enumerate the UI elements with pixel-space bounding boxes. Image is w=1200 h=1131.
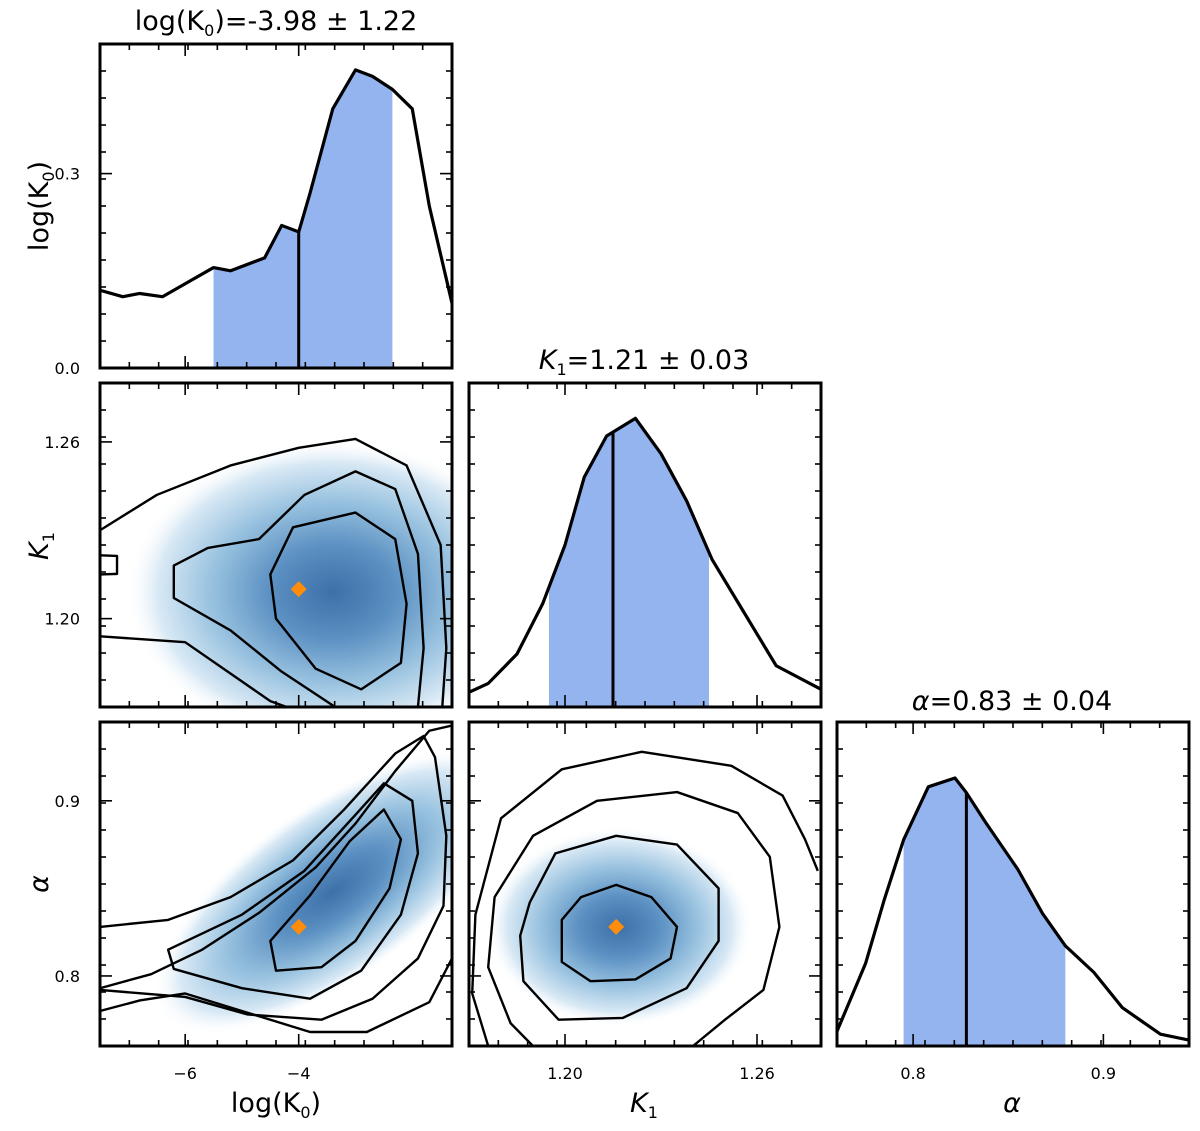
joint-logk0-alpha-y-tick-label: 0.9 (55, 792, 80, 811)
joint-logk0-k1-best-fit-marker (290, 581, 307, 598)
title-logk0-sub: 0 (204, 21, 214, 40)
joint-logk0-alpha-best-fit-marker (290, 918, 307, 935)
marginal-alpha-x-tick-label: 0.9 (1091, 1064, 1116, 1083)
title-k1: K1=1.21 ± 0.03 (539, 345, 750, 379)
joint-logk0-alpha-density (153, 749, 452, 1035)
joint-k1-alpha-x-tick-label: 1.26 (739, 1064, 775, 1083)
joint-logk0-alpha-x-tick-label: −4 (287, 1064, 311, 1083)
title-logk0-suffix: ) (214, 6, 225, 37)
ylabel-k1: K1 (24, 532, 58, 560)
ylabel-logk0-label: log(K (24, 180, 55, 251)
joint-k1-alpha-x-tick-label: 1.20 (547, 1064, 583, 1083)
ylabel-logk0-sub: 0 (39, 171, 58, 181)
joint-logk0-alpha-x-tick-label: −6 (173, 1064, 197, 1083)
xlabel-alpha: α (1003, 1088, 1021, 1119)
panels-layer: 0.0 0.3 1.20 1.26 −6 −4 0.8 0.9 1.20 1.26 0.8 0.9 (44, 42, 1191, 1083)
joint-logk0-k1-contour-4 (100, 554, 119, 576)
joint-k1-alpha-best-fit-marker (608, 918, 625, 935)
marginal-k1-frame (467, 381, 823, 709)
title-alpha-label: α (912, 686, 930, 717)
xlabel-k1-sub: 1 (648, 1103, 658, 1122)
joint-logk0-k1-y-tick-label: 1.26 (44, 433, 80, 452)
marginal-k1-density-curve (469, 416, 821, 694)
marginal-alpha-x-tick-labels: 0.8 0.9 (900, 1064, 1116, 1083)
marginal-logk0-density-curve (100, 68, 452, 304)
xlabel-k1: K1 (630, 1088, 658, 1122)
marginal-logk0-y-tick-label: 0.0 (55, 359, 80, 378)
joint-logk0-alpha-panel: −6 −4 0.8 0.9 (55, 720, 454, 1083)
joint-k1-alpha-plot-area (471, 750, 819, 1046)
xlabel-logk0: log(K0) (231, 1088, 321, 1122)
marginal-k1-credible-interval (549, 418, 709, 707)
joint-k1-alpha-frame (467, 720, 823, 1048)
ylabel-k1-label: K (24, 540, 55, 560)
joint-logk0-k1-density (126, 439, 452, 707)
xlabel-logk0-sub: 0 (300, 1103, 310, 1122)
marginal-logk0-plot-area (100, 68, 452, 368)
marginal-logk0-y-tick-label: 0.3 (55, 165, 80, 184)
ylabel-logk0-suffix: ) (24, 161, 55, 172)
title-logk0-label: log(K (135, 6, 206, 37)
marginal-alpha-credible-interval (903, 777, 1066, 1046)
ylabel-k1-sub: 1 (39, 532, 58, 542)
joint-k1-alpha-contour-3 (487, 790, 781, 1046)
joint-logk0-alpha-contour-1 (269, 808, 403, 972)
ylabel-alpha-label: α (24, 875, 55, 893)
joint-logk0-alpha-frame (98, 720, 454, 1048)
marginal-k1-panel (467, 381, 823, 709)
joint-logk0-k1-contour-2 (172, 470, 425, 707)
joint-logk0-alpha-plot-area (100, 724, 452, 1035)
marginal-alpha-plot-area (837, 776, 1189, 1046)
ylabel-alpha: α (24, 875, 55, 893)
title-k1-label: K (539, 345, 559, 376)
marginal-k1-plot-area (469, 416, 821, 707)
xlabel-logk0-label: log(K (231, 1088, 302, 1119)
title-k1-value: =1.21 ± 0.03 (567, 345, 750, 376)
ylabel-logk0: log(K0) (24, 161, 58, 251)
joint-logk0-alpha-contour-2 (166, 782, 420, 1000)
marginal-logk0-frame (98, 42, 454, 370)
joint-k1-alpha-contour-2 (519, 834, 720, 1021)
title-logk0-value: =-3.98 ± 1.22 (225, 6, 417, 37)
joint-logk0-k1-frame (98, 381, 454, 709)
xlabel-alpha-label: α (1003, 1088, 1021, 1119)
title-alpha-value: =0.83 ± 0.04 (930, 686, 1113, 717)
joint-logk0-alpha-y-tick-label: 0.8 (55, 967, 80, 986)
title-logk0: log(K0)=-3.98 ± 1.22 (135, 6, 418, 40)
marginal-logk0-panel: 0.0 0.3 (55, 42, 454, 378)
marginal-alpha-density-curve (837, 776, 1189, 1042)
joint-k1-alpha-contour-1 (560, 883, 679, 983)
marginal-alpha-panel (835, 720, 1191, 1048)
joint-logk0-k1-contour-1 (269, 511, 408, 691)
joint-logk0-k1-panel: 1.20 1.26 (44, 381, 454, 709)
joint-k1-alpha-panel: 1.20 1.26 (467, 720, 823, 1083)
joint-logk0-alpha-contour-3 (100, 734, 448, 1021)
title-k1-sub: 1 (556, 360, 566, 379)
marginal-alpha-x-tick-label: 0.8 (900, 1064, 925, 1083)
xlabel-logk0-suffix: ) (311, 1088, 322, 1119)
xlabel-k1-label: K (630, 1088, 650, 1119)
joint-logk0-alpha-contour-4 (100, 724, 452, 990)
joint-logk0-alpha-contour-5 (100, 957, 452, 1034)
joint-logk0-k1-y-tick-label: 1.20 (44, 610, 80, 629)
joint-k1-alpha-contour-4 (471, 750, 819, 1046)
title-alpha: α=0.83 ± 0.04 (912, 686, 1112, 717)
joint-logk0-k1-plot-area (100, 437, 452, 707)
marginal-alpha-frame (835, 720, 1191, 1048)
